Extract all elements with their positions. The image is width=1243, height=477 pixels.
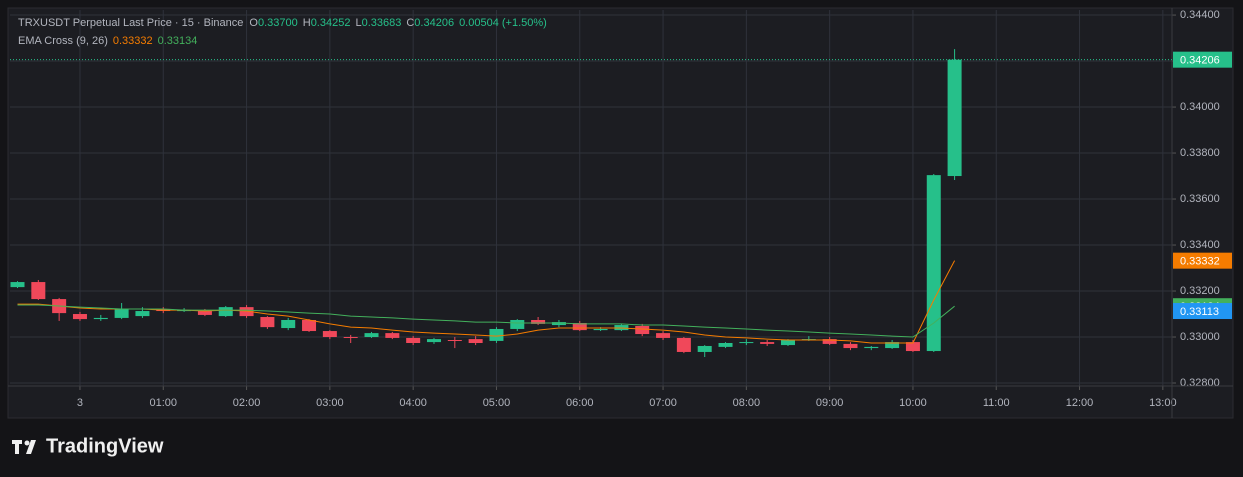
y-tick-label: 0.33600 (1180, 193, 1220, 205)
legend-text: 0.00504 (+1.50%) (459, 17, 547, 29)
price-tag (1173, 51, 1232, 68)
price-tag (1173, 303, 1232, 320)
candle-body (656, 333, 671, 338)
x-tick-label: 08:00 (733, 397, 761, 409)
candle-body (426, 339, 441, 343)
candle-body (447, 340, 462, 342)
legend-text: 0.33700 (258, 17, 298, 29)
candle-body (406, 337, 421, 343)
candle-body (197, 311, 212, 315)
price-tag-label: 0.33113 (1180, 306, 1219, 318)
candle-body (510, 319, 525, 329)
candle-body (135, 311, 150, 317)
x-tick-label: 12:00 (1066, 397, 1094, 409)
candle-body (218, 307, 233, 317)
y-tick-label: 0.34000 (1180, 101, 1220, 113)
x-tick-label: 05:00 (483, 397, 511, 409)
x-tick-label: 11:00 (983, 397, 1010, 409)
candle-body (926, 175, 941, 352)
brand: TradingView (46, 435, 164, 457)
candle-body (760, 342, 775, 344)
x-tick-label: 06:00 (566, 397, 594, 409)
logo-mark (15, 440, 19, 454)
y-tick-label: 0.33200 (1180, 285, 1220, 297)
legend-text: 0.33683 (362, 17, 402, 29)
candle-body (864, 346, 879, 349)
x-tick-label: 07:00 (649, 397, 677, 409)
legend-text: L (355, 17, 361, 29)
candle-body (718, 342, 733, 347)
price-tag (1173, 252, 1232, 269)
y-tick-label: 0.33400 (1180, 239, 1220, 251)
candle-body (635, 325, 650, 335)
x-tick-label: 3 (77, 397, 83, 409)
x-tick-label: 13:00 (1149, 397, 1177, 409)
y-tick-label: 0.33000 (1180, 331, 1220, 343)
candle-body (364, 333, 379, 338)
candle-body (385, 333, 400, 338)
y-tick-label: 0.34400 (1180, 9, 1220, 21)
candle-body (531, 319, 546, 324)
candle-body (343, 337, 358, 339)
x-tick-label: 04:00 (399, 397, 427, 409)
candle-body (947, 59, 962, 177)
legend-text: H (303, 17, 311, 29)
logo: TradingView (12, 435, 164, 457)
candle-body (468, 339, 483, 343)
legend-text: 0.34252 (311, 17, 351, 29)
candle-body (31, 282, 46, 300)
candle-body (697, 345, 712, 352)
candle-body (72, 314, 87, 320)
candle-body (843, 343, 858, 349)
x-tick-label: 03:00 (316, 397, 344, 409)
candle-body (739, 342, 754, 344)
candle-body (281, 319, 296, 329)
legend-text: C (406, 17, 414, 29)
x-tick-label: 10:00 (899, 397, 927, 409)
candle-body (780, 340, 795, 346)
y-tick-label: 0.33800 (1180, 147, 1220, 159)
legend-text: 0.33332 (113, 35, 153, 47)
candle-body (302, 319, 317, 332)
x-tick-label: 01:00 (150, 397, 178, 409)
legend-text: EMA Cross (9, 26) (18, 35, 108, 47)
candle-body (593, 328, 608, 331)
legend-text: 0.34206 (414, 17, 454, 29)
price-tag-label: 0.34206 (1180, 55, 1220, 67)
chart-frame (7, 7, 1234, 419)
x-tick-label: 02:00 (233, 397, 261, 409)
legend-text: 0.33134 (158, 35, 198, 47)
y-tick-label: 0.32800 (1180, 377, 1220, 389)
candle-body (572, 322, 587, 331)
legend-text: TRXUSDT Perpetual Last Price · 15 · Bina… (18, 17, 243, 29)
logo-mark (26, 440, 36, 454)
ema-line (17, 304, 955, 338)
candle-body (10, 282, 25, 288)
candle-body (489, 328, 504, 341)
legend-text: O (249, 17, 258, 29)
candle-body (260, 317, 275, 328)
candle-body (905, 342, 920, 352)
candle-body (114, 308, 129, 318)
candle-body (676, 337, 691, 352)
candle-body (239, 307, 254, 317)
ema-line (17, 260, 956, 344)
candle-body (551, 322, 566, 326)
logo-mark (24, 440, 30, 446)
candle-body (822, 339, 837, 344)
candle-body (93, 317, 108, 320)
x-tick-label: 09:00 (816, 397, 844, 409)
candle-body (885, 342, 900, 349)
candle-body (322, 331, 337, 338)
price-tag-label: 0.33332 (1180, 256, 1220, 268)
